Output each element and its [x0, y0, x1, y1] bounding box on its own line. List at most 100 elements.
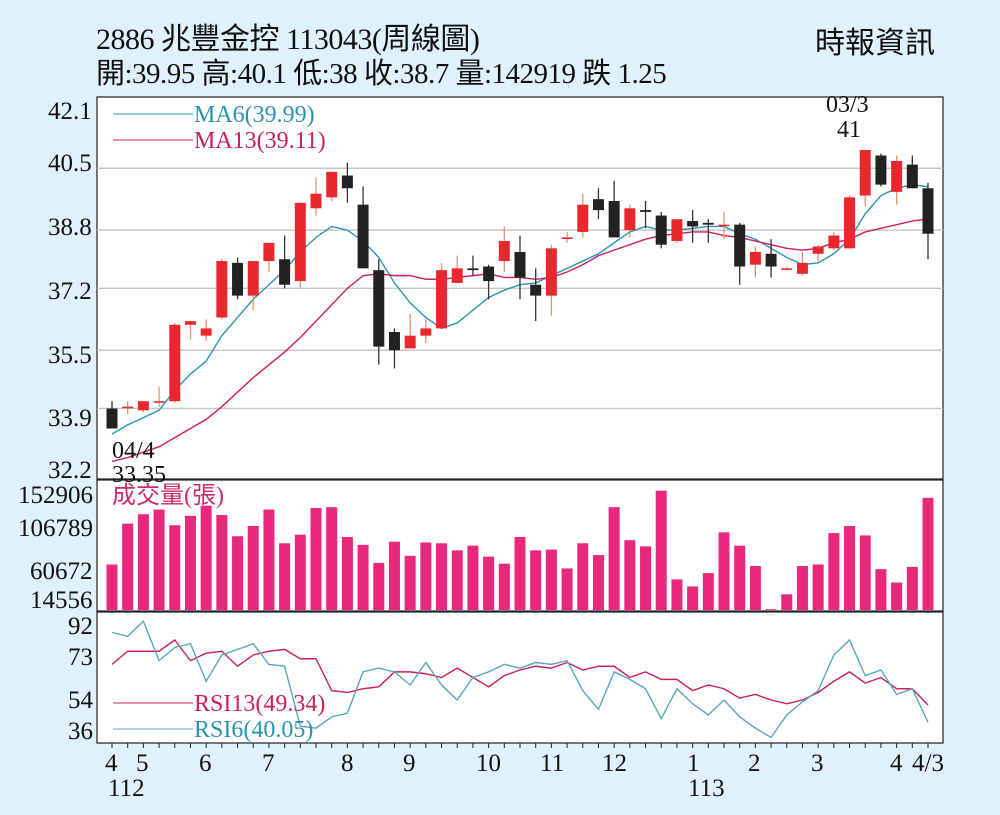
volume-tick: 14556: [30, 587, 93, 614]
volume-bar: [294, 534, 306, 610]
volume-bar: [451, 550, 463, 610]
volume-bar: [796, 566, 808, 610]
low-annotation-date: 04/4: [112, 438, 155, 464]
x-tick-label: 9: [403, 750, 416, 777]
candle: [388, 332, 400, 351]
candle: [702, 222, 714, 225]
volume-bar: [828, 533, 840, 610]
volume-bar: [640, 546, 652, 610]
candle: [310, 193, 322, 209]
price-tick: 33.9: [48, 405, 92, 432]
rsi-lines: [111, 620, 929, 739]
candle: [216, 261, 228, 318]
volume-bar: [655, 490, 667, 610]
candle: [153, 401, 165, 403]
volume-bar: [718, 532, 730, 610]
candle: [812, 246, 824, 254]
volume-tick: 152906: [18, 482, 93, 509]
candle: [592, 199, 604, 211]
candle: [451, 268, 463, 283]
candle: [200, 328, 212, 336]
volume-bar: [420, 542, 432, 610]
volume-bar: [561, 568, 573, 610]
volume-bar: [624, 540, 636, 610]
volume-bar: [844, 526, 856, 610]
year-label-113: 113: [688, 775, 725, 802]
candle: [608, 201, 620, 238]
volume-bar: [467, 545, 479, 610]
volume-bar: [922, 497, 934, 610]
volume-bar: [153, 509, 165, 610]
volume-bar: [106, 564, 118, 610]
volume-bar: [765, 609, 777, 610]
year-label-112: 112: [108, 775, 145, 802]
volume-bar: [232, 536, 244, 610]
candle: [326, 171, 338, 198]
volume-tick: 60672: [30, 558, 93, 585]
rsi-tick: 92: [68, 613, 93, 640]
candle: [498, 241, 510, 262]
candle: [420, 328, 432, 336]
candle: [404, 335, 416, 349]
volume-bar: [514, 537, 526, 610]
x-tick-label: 4/3: [912, 750, 944, 777]
volume-bar: [373, 562, 385, 610]
volume-bar: [687, 586, 699, 610]
high-annotation-date: 03/3: [826, 92, 869, 118]
candle: [483, 266, 495, 282]
volume-title: 成交量(張): [112, 482, 224, 509]
candle: [640, 210, 652, 212]
price-tick: 42.1: [48, 98, 92, 125]
candle: [577, 204, 589, 232]
candlesticks: [106, 150, 934, 429]
x-axis-ticks: [111, 743, 929, 748]
volume-bar: [279, 543, 291, 610]
candle: [906, 164, 918, 189]
volume-bar: [247, 526, 259, 610]
volume-bar: [781, 594, 793, 610]
candle: [169, 324, 181, 402]
volume-bar: [498, 563, 510, 610]
volume-bar: [608, 507, 620, 610]
low-annotation-value: 33.35: [112, 462, 166, 488]
volume-bar: [671, 579, 683, 610]
candle: [781, 268, 793, 270]
volume-bar: [875, 569, 887, 610]
volume-bar: [530, 550, 542, 610]
volume-bar: [404, 555, 416, 610]
rsi13-line: [111, 639, 929, 706]
x-tick-label: 3: [811, 750, 824, 777]
candle: [341, 175, 353, 189]
source-label: 時報資訊: [815, 27, 935, 60]
candle: [844, 197, 856, 249]
chart-title: 2886 兆豐金控 113043(周線圖): [96, 23, 480, 56]
candle: [749, 251, 761, 265]
price-tick: 40.5: [48, 150, 92, 177]
candle: [530, 284, 542, 296]
price-tick: 38.8: [48, 214, 92, 241]
candle: [357, 204, 369, 269]
volume-bar: [326, 507, 338, 610]
volume-bar: [812, 564, 824, 610]
high-annotation-value: 41: [837, 117, 861, 143]
ma13-legend: MA13(39.11): [194, 128, 326, 154]
candle: [263, 242, 275, 262]
candle: [373, 270, 385, 347]
volume-bar: [341, 537, 353, 610]
candle: [655, 215, 667, 245]
x-tick-label: 2: [748, 750, 761, 777]
volume-bar: [184, 515, 196, 610]
candle: [545, 248, 557, 296]
rsi6-legend: RSI6(40.05): [194, 717, 313, 743]
candle: [294, 202, 306, 282]
rsi6-line: [111, 620, 929, 739]
price-tick: 32.2: [48, 457, 92, 484]
volume-bar: [436, 543, 448, 610]
x-tick-label: 5: [136, 750, 149, 777]
volume-bar: [122, 523, 134, 610]
volume-bar: [577, 543, 589, 610]
quote-summary: 開:39.95 高:40.1 低:38 收:38.7 量:142919 跌 1.…: [96, 58, 667, 90]
volume-tick: 106789: [18, 515, 93, 542]
rsi-tick: 73: [68, 644, 93, 671]
x-tick-label: 1: [687, 750, 700, 777]
